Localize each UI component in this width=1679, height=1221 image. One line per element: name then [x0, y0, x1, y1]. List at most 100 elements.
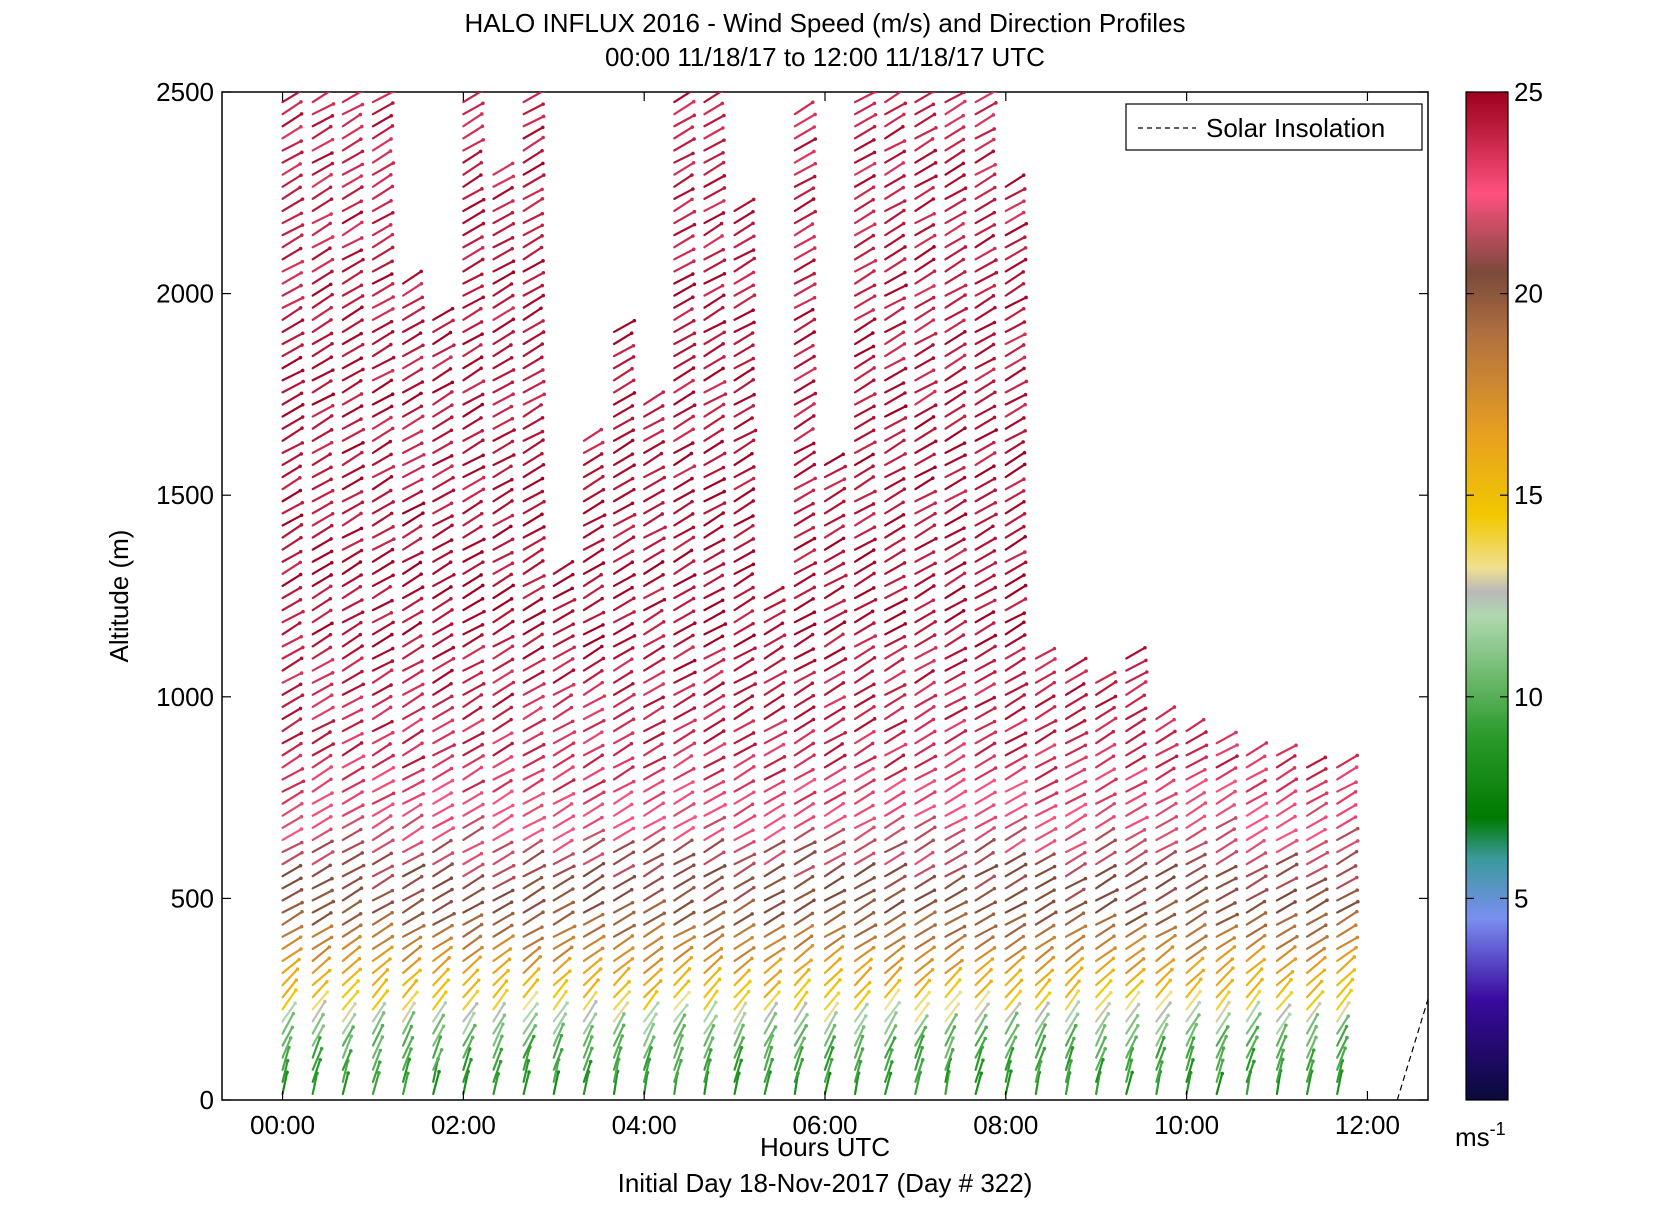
- wind-vector: [281, 186, 302, 200]
- wind-vector: [612, 525, 635, 539]
- wind-vector: [281, 284, 303, 297]
- wind-vector: [944, 293, 967, 309]
- wind-vector-head: [389, 511, 394, 516]
- wind-vector-head: [1234, 887, 1239, 892]
- wind-vector: [853, 1060, 862, 1083]
- wind-vector: [311, 706, 335, 721]
- wind-vector: [944, 875, 965, 890]
- wind-vector-head: [898, 966, 903, 970]
- wind-vector-head: [509, 923, 514, 928]
- wind-vector-head: [300, 850, 304, 855]
- wind-vector-head: [452, 572, 456, 577]
- wind-vector: [281, 1012, 295, 1035]
- wind-vector-head: [390, 934, 395, 939]
- wind-vector-head: [751, 898, 756, 903]
- wind-vector: [582, 1025, 594, 1047]
- wind-vector: [552, 970, 571, 987]
- wind-vector: [1245, 875, 1267, 890]
- wind-vector: [341, 1025, 355, 1047]
- wind-vector: [462, 887, 485, 902]
- wind-vector-head: [444, 990, 448, 994]
- wind-vector: [522, 1059, 530, 1083]
- wind-vector-head: [390, 730, 395, 735]
- wind-vector-head: [480, 284, 484, 288]
- wind-vector-head: [872, 404, 876, 409]
- wind-vector: [914, 851, 934, 866]
- wind-vector-head: [961, 584, 966, 589]
- wind-vector-head: [452, 911, 456, 916]
- wind-vector: [733, 586, 755, 600]
- wind-vector-head: [992, 451, 997, 455]
- wind-vector: [853, 512, 875, 527]
- wind-vector: [733, 309, 755, 321]
- wind-vector-head: [813, 561, 818, 565]
- wind-vector-head: [1289, 977, 1293, 982]
- wind-vector: [522, 886, 545, 902]
- wind-vector-head: [480, 187, 484, 191]
- wind-vector: [823, 1072, 831, 1096]
- wind-vector: [552, 827, 575, 842]
- wind-vector: [643, 958, 663, 975]
- wind-vector: [1064, 877, 1087, 890]
- wind-vector-head: [721, 755, 726, 760]
- wind-vector: [1004, 923, 1026, 938]
- wind-vector-head: [380, 1035, 385, 1039]
- wind-vector-head: [361, 464, 365, 469]
- wind-vector-head: [1145, 670, 1149, 674]
- wind-vector: [733, 210, 755, 225]
- wind-vector-head: [389, 378, 394, 383]
- wind-vector: [974, 428, 998, 442]
- wind-vector: [643, 587, 664, 600]
- wind-vector-head: [722, 138, 726, 142]
- wind-vector: [522, 430, 544, 442]
- wind-vector: [552, 646, 576, 660]
- wind-vector-head: [390, 632, 394, 637]
- wind-vector-head: [360, 102, 365, 107]
- chart-title: HALO INFLUX 2016 - Wind Speed (m/s) and …: [464, 8, 1185, 38]
- wind-vector-head: [540, 342, 545, 346]
- wind-vector-head: [298, 572, 303, 577]
- wind-vector-head: [1142, 754, 1146, 759]
- wind-vector-head: [989, 967, 993, 972]
- wind-vector-head: [631, 850, 636, 855]
- wind-vector: [733, 393, 756, 406]
- wind-vector: [1004, 451, 1026, 467]
- wind-vector: [703, 211, 725, 225]
- wind-vector-head: [509, 731, 514, 735]
- wind-vector: [371, 911, 394, 926]
- wind-vector-head: [1022, 320, 1027, 324]
- wind-vector-head: [388, 149, 393, 153]
- wind-vector: [703, 876, 724, 890]
- wind-vector-head: [842, 620, 847, 624]
- wind-vector-head: [361, 427, 366, 432]
- wind-vector: [1095, 874, 1116, 890]
- wind-vector: [1185, 1023, 1198, 1047]
- wind-vector-head: [391, 620, 395, 625]
- wind-vector: [1004, 647, 1025, 660]
- wind-vector-head: [1232, 936, 1236, 940]
- wind-vector: [884, 683, 906, 696]
- wind-vector: [1305, 956, 1326, 975]
- wind-vector-head: [447, 956, 451, 960]
- wind-vector: [793, 380, 815, 394]
- wind-vector-head: [692, 585, 696, 590]
- wind-vector: [673, 536, 695, 551]
- wind-vector: [1336, 936, 1359, 950]
- wind-vector-head: [679, 1058, 683, 1063]
- wind-vector: [733, 657, 754, 672]
- wind-vector-head: [631, 864, 635, 868]
- wind-vector: [703, 978, 721, 999]
- wind-vector-head: [480, 742, 484, 747]
- wind-vector: [944, 851, 967, 866]
- wind-vector-head: [328, 452, 332, 456]
- wind-vector: [1125, 862, 1147, 878]
- wind-vector-head: [540, 849, 545, 854]
- wind-vector: [281, 296, 304, 309]
- wind-vector-head: [686, 979, 691, 984]
- wind-vector-head: [782, 633, 787, 637]
- wind-vector: [1064, 1013, 1079, 1035]
- wind-vector-head: [1052, 646, 1057, 651]
- wind-vector: [1155, 979, 1172, 999]
- wind-vector-head: [300, 318, 305, 322]
- wind-vector: [341, 573, 363, 588]
